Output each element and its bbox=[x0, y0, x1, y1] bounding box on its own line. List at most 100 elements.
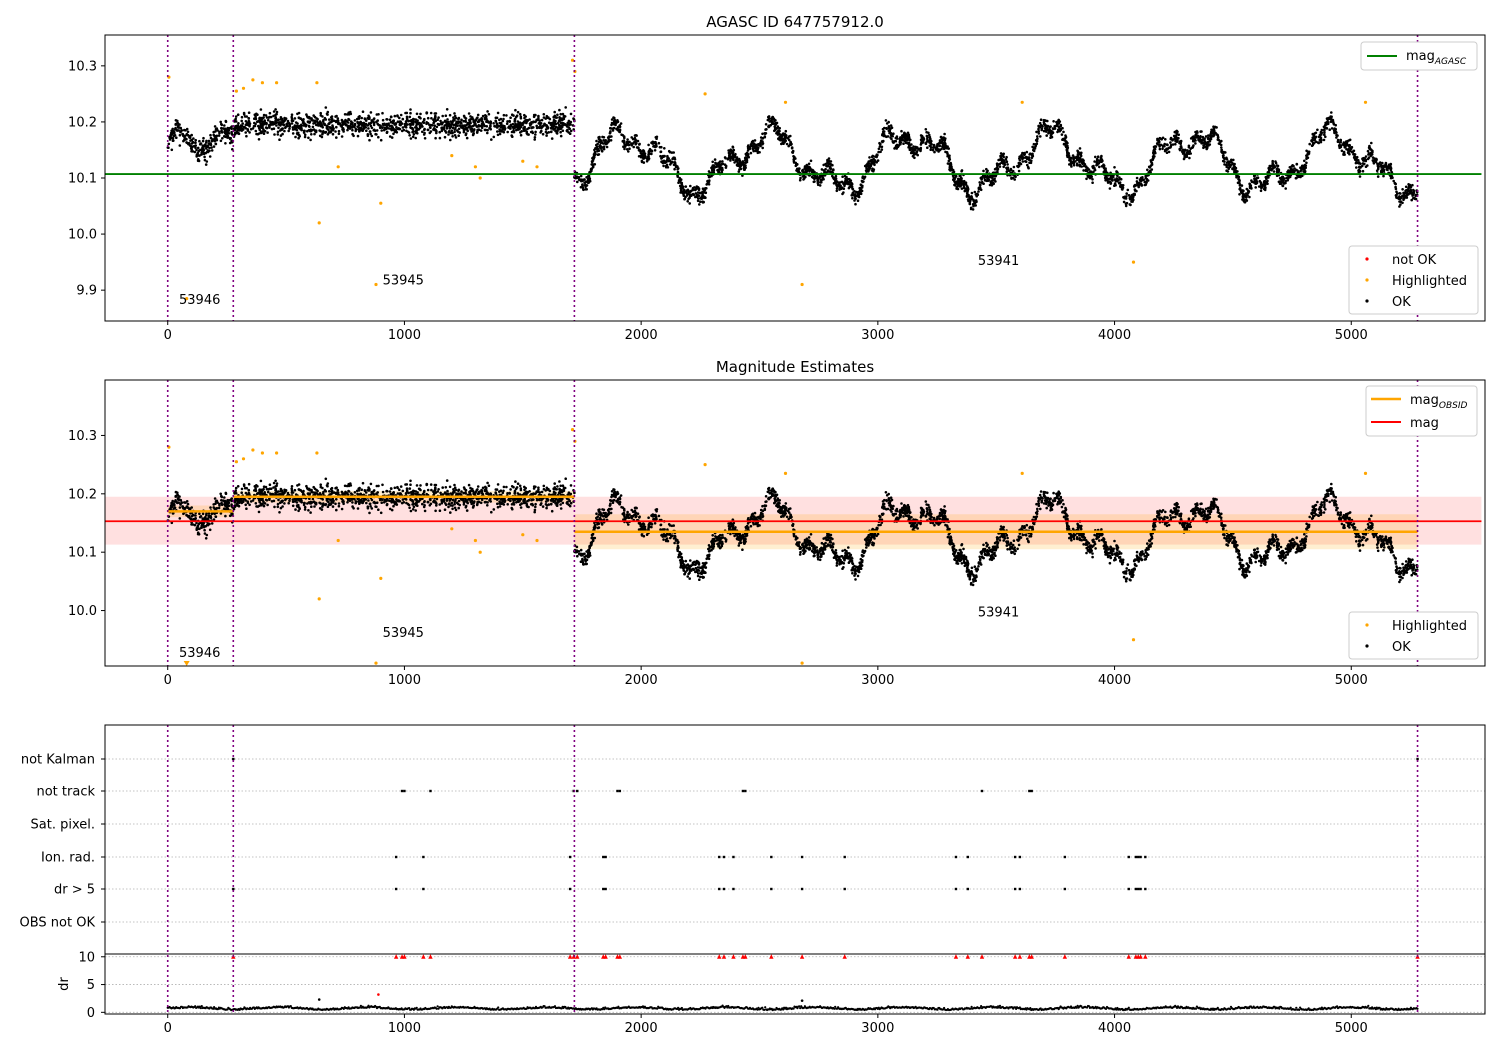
ok-point bbox=[689, 185, 692, 188]
ok-point bbox=[1159, 148, 1162, 151]
ok-point bbox=[308, 125, 311, 128]
ok-point bbox=[1048, 126, 1051, 129]
ok-point bbox=[568, 131, 571, 134]
ok-point bbox=[1153, 148, 1156, 151]
ok-point bbox=[592, 159, 595, 162]
ok-point bbox=[1401, 188, 1404, 191]
ok-point bbox=[435, 112, 438, 115]
ok-point bbox=[779, 139, 782, 142]
ok-point bbox=[1175, 133, 1178, 136]
ok-point bbox=[1016, 165, 1019, 168]
ok-point bbox=[460, 126, 463, 129]
ok-point bbox=[1174, 143, 1177, 146]
ok-point bbox=[1317, 141, 1320, 144]
ok-point bbox=[1158, 140, 1161, 143]
ok-point bbox=[642, 157, 645, 160]
ok-point bbox=[243, 112, 246, 115]
ok-point bbox=[218, 507, 221, 510]
ok-point bbox=[181, 129, 184, 132]
ok-point bbox=[771, 116, 774, 119]
ok-point bbox=[209, 155, 212, 158]
ok-point bbox=[1365, 155, 1368, 158]
ok-point bbox=[620, 122, 623, 125]
ok-point bbox=[750, 145, 753, 148]
ok-point bbox=[1238, 193, 1241, 196]
ok-point bbox=[1045, 126, 1048, 129]
ok-point bbox=[1158, 145, 1161, 148]
ok-point bbox=[254, 113, 257, 116]
ok-point bbox=[484, 129, 487, 132]
ok-point bbox=[791, 147, 794, 150]
ok-point bbox=[1076, 157, 1079, 160]
ok-point bbox=[269, 112, 272, 115]
ok-point bbox=[971, 192, 974, 195]
ok-point bbox=[1065, 142, 1068, 145]
ok-point bbox=[728, 152, 731, 155]
ok-point bbox=[457, 134, 460, 137]
ok-point bbox=[761, 137, 764, 140]
ok-point bbox=[291, 117, 294, 120]
ok-point bbox=[216, 501, 219, 504]
ok-point bbox=[1402, 194, 1405, 197]
ok-point bbox=[403, 129, 406, 132]
ok-point bbox=[792, 150, 795, 153]
x:1-xtick-label: 5000 bbox=[1335, 673, 1368, 688]
ok-point bbox=[1039, 135, 1042, 138]
ok-point bbox=[1085, 165, 1088, 168]
ok-point bbox=[532, 132, 535, 135]
ok-point bbox=[1040, 129, 1043, 132]
highlighted-point bbox=[261, 81, 264, 84]
ok-point bbox=[1390, 171, 1393, 174]
ok-point bbox=[463, 124, 466, 127]
ok-point bbox=[420, 124, 423, 127]
ok-point bbox=[179, 517, 182, 520]
ok-point bbox=[802, 169, 805, 172]
ok-point bbox=[1253, 181, 1256, 184]
ok-point bbox=[316, 118, 319, 121]
ok-point bbox=[1066, 149, 1069, 152]
ok-point bbox=[613, 117, 616, 120]
ok-point bbox=[396, 128, 399, 131]
ok-point bbox=[230, 128, 233, 131]
ok-point bbox=[295, 121, 298, 124]
ok-point bbox=[864, 176, 867, 179]
ok-point bbox=[767, 119, 770, 122]
ok-point bbox=[532, 120, 535, 123]
ok-point bbox=[929, 145, 932, 148]
ok-point bbox=[281, 133, 284, 136]
ok-point bbox=[1040, 118, 1043, 121]
ok-point bbox=[352, 135, 355, 138]
ok-point bbox=[1002, 166, 1005, 169]
ok-point bbox=[592, 163, 595, 166]
ok-point bbox=[606, 146, 609, 149]
ok-point bbox=[563, 116, 566, 119]
ok-point bbox=[168, 143, 171, 146]
ok-point bbox=[409, 112, 412, 115]
ok-point bbox=[324, 131, 327, 134]
ok-point bbox=[1374, 158, 1377, 161]
ok-point bbox=[1348, 144, 1351, 147]
ok-point bbox=[354, 119, 357, 122]
ok-point bbox=[1233, 170, 1236, 173]
ok-point bbox=[1100, 155, 1103, 158]
ok-point bbox=[253, 117, 256, 120]
ok-point bbox=[346, 120, 349, 123]
ok-point bbox=[601, 149, 604, 152]
ok-point bbox=[771, 121, 774, 124]
ok-point bbox=[1366, 164, 1369, 167]
ok-point bbox=[1271, 162, 1274, 165]
highlighted-point bbox=[474, 165, 477, 168]
ok-point bbox=[368, 122, 371, 125]
ok-point bbox=[542, 133, 545, 136]
x:0-xtick-label: 0 bbox=[164, 328, 172, 343]
ok-point bbox=[1175, 130, 1178, 133]
ok-point bbox=[464, 120, 467, 123]
ok-point bbox=[667, 157, 670, 160]
ok-point bbox=[1028, 161, 1031, 164]
ok-point bbox=[552, 116, 555, 119]
ok-point bbox=[889, 136, 892, 139]
ok-point bbox=[279, 124, 282, 127]
ok-point bbox=[1070, 157, 1073, 160]
ok-point bbox=[1395, 191, 1398, 194]
ok-point bbox=[579, 179, 582, 182]
